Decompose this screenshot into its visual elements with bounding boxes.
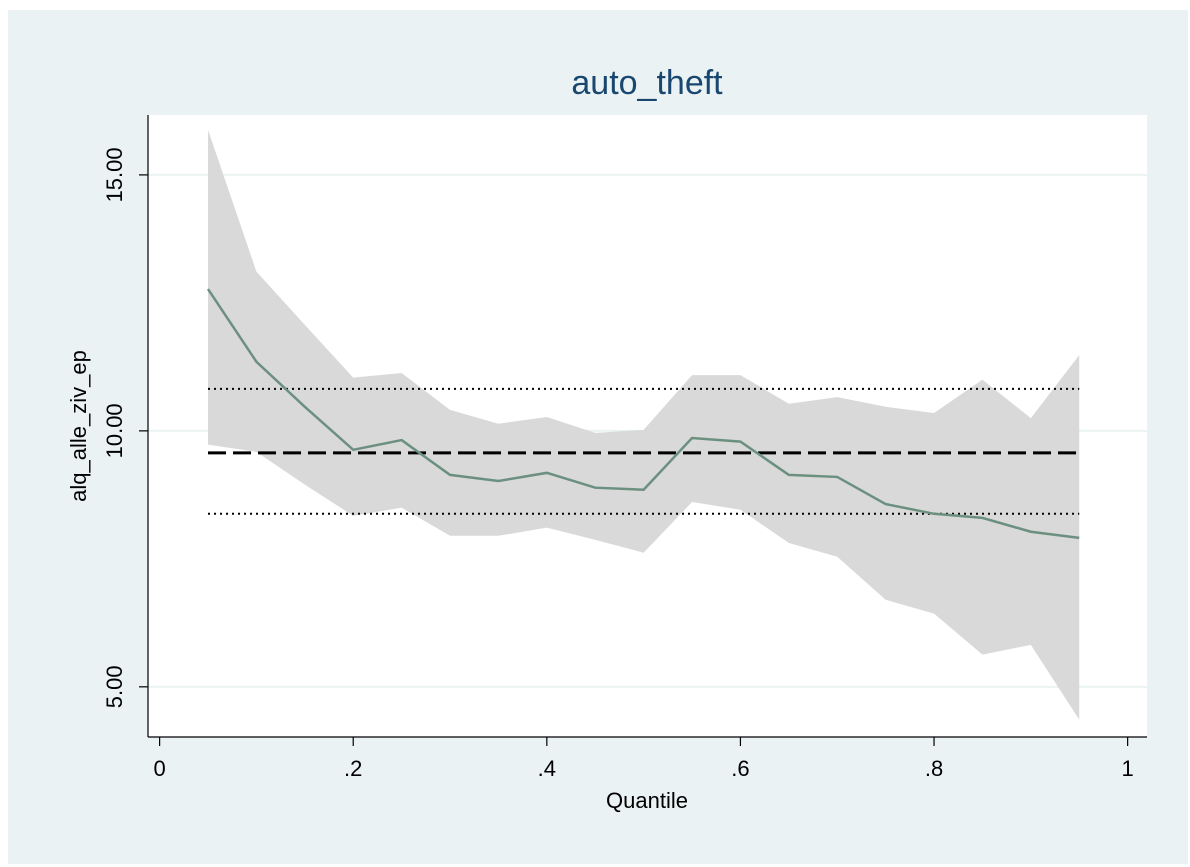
x-tick-label: .2 xyxy=(344,756,362,781)
y-axis-label: alq_alle_ziv_ep xyxy=(66,350,91,502)
y-tick-label: 15.00 xyxy=(102,147,127,202)
x-tick-label: 1 xyxy=(1122,756,1134,781)
y-tick-label: 10.00 xyxy=(102,403,127,458)
chart-title: auto_theft xyxy=(571,64,723,102)
x-tick-label: .6 xyxy=(731,756,749,781)
x-tick-label: .8 xyxy=(925,756,943,781)
x-tick-label: 0 xyxy=(153,756,165,781)
estimate-line xyxy=(206,288,1080,540)
confidence-band xyxy=(208,129,1080,720)
x-tick-label: .4 xyxy=(538,756,556,781)
y-tick-label: 5.00 xyxy=(102,665,127,708)
x-axis-label: Quantile xyxy=(606,788,688,813)
